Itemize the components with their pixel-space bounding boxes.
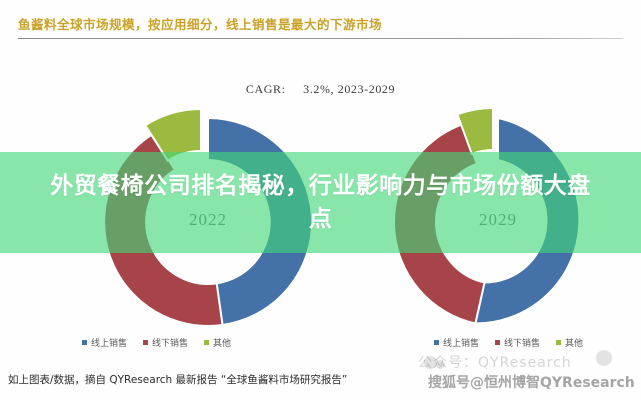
legend-item-online: 线上销售 [434, 336, 479, 349]
chart-title-block: 鱼酱料全球市场规模，按应用细分，线上销售是最大的下游市场 [18, 14, 623, 39]
legend-item-other: 其他 [556, 336, 583, 349]
watermark-public-account: 公众号：QYResearch [418, 355, 572, 371]
legend-item-other: 其他 [204, 336, 231, 349]
legend-label-other: 其他 [565, 339, 584, 349]
watermark-sohu-account: 搜狐号@恒州博智QYResearch [428, 375, 635, 391]
overlay-banner: 外贸餐椅公司排名揭秘，行业影响力与市场份额大盘点 [0, 152, 641, 253]
watermark-dot-icon [424, 356, 437, 369]
legend-label-online: 线上销售 [443, 339, 480, 349]
legend-label-offline: 线下销售 [152, 339, 189, 349]
watermark-dot-icon [596, 350, 612, 366]
page-title: 鱼酱料全球市场规模，按应用细分，线上销售是最大的下游市场 [18, 17, 383, 32]
legend-2029: 线上销售 线下销售 其他 [434, 336, 583, 349]
legend-swatch-online-icon [82, 340, 87, 345]
cagr-label: CAGR: [245, 82, 286, 96]
legend-swatch-offline-icon [143, 340, 149, 345]
cagr-annotation: CAGR: 3.2%, 2023-2029 [0, 82, 641, 97]
legend-item-offline: 线下销售 [495, 336, 540, 349]
legend-label-other: 其他 [213, 339, 232, 349]
legend-swatch-other-icon [204, 340, 210, 345]
legend-item-online: 线上销售 [82, 336, 127, 349]
legend-item-offline: 线下销售 [143, 336, 188, 349]
legend-swatch-other-icon [556, 340, 562, 345]
legend-swatch-online-icon [434, 340, 439, 345]
legend-label-online: 线上销售 [91, 339, 128, 349]
legend-label-offline: 线下销售 [504, 339, 541, 349]
overlay-banner-text: 外贸餐椅公司排名揭秘，行业影响力与市场份额大盘点 [50, 172, 591, 232]
legend-2022: 线上销售 线下销售 其他 [82, 336, 231, 349]
watermark-dot-icon [436, 360, 445, 369]
source-note: 如上图表/数据，摘自 QYResearch 最新报告 “全球鱼酱料市场研究报告” [8, 374, 348, 386]
title-divider [18, 38, 623, 39]
cagr-value: 3.2%, 2023-2029 [303, 82, 396, 96]
legend-swatch-offline-icon [495, 340, 501, 345]
